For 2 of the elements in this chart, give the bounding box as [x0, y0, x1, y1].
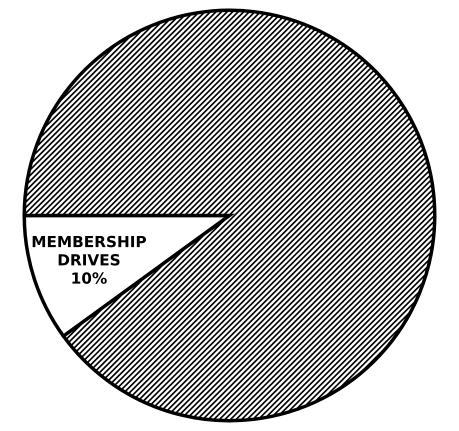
data-label: 10% — [72, 272, 107, 284]
slice-label: MEMBERSHIP DRIVES — [32, 236, 146, 266]
